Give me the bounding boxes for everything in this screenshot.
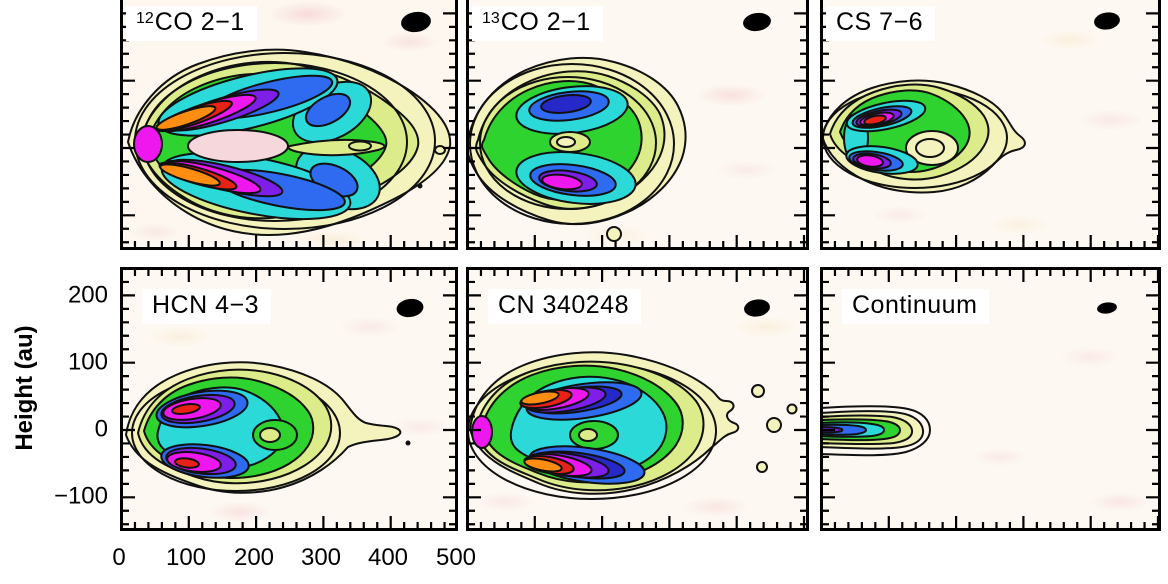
panel-label-text: Continuum [852, 291, 978, 319]
panel-hcn-4-3: HCN 4−3 [120, 267, 458, 531]
panel-label: Continuum [842, 289, 990, 324]
panel-label-text: CN 340248 [498, 291, 629, 319]
beam-icon [743, 12, 771, 32]
y-tick-label: 100 [67, 348, 108, 376]
contour-map-continuum [820, 267, 1161, 531]
x-tick-label: 500 [435, 544, 477, 571]
panel-cn-340248: CN 340248 [466, 267, 809, 531]
panel-label: HCN 4−3 [142, 289, 272, 324]
x-tick-label: 400 [367, 544, 409, 571]
beam-icon [396, 298, 424, 318]
panel-label: 13CO 2−1 [472, 6, 603, 41]
panel-label-superscript: 13 [482, 10, 500, 27]
panel-label: 12CO 2−1 [126, 6, 257, 41]
panel-continuum: Continuum [820, 267, 1161, 531]
panel-label-superscript: 12 [136, 10, 154, 27]
panel-12co-2-1: 12CO 2−1 [120, 0, 458, 250]
beam-icon [744, 299, 770, 317]
panel-label-text: CO 2−1 [500, 8, 591, 36]
contour-map-hcn [120, 267, 458, 531]
y-tick-label: 0 [94, 415, 108, 443]
panel-label-text: CO 2−1 [154, 8, 245, 36]
beam-icon [1097, 302, 1117, 314]
contour-map-12co [120, 0, 458, 250]
panel-13co-2-1: 13CO 2−1 [466, 0, 809, 250]
panel-label-text: HCN 4−3 [152, 291, 260, 319]
x-tick-label: 200 [233, 544, 275, 571]
y-tick-label: 200 [67, 281, 108, 309]
beam-icon [401, 11, 431, 33]
y-axis-tick-labels: 200 100 0 −100 [0, 267, 113, 531]
beam-icon [1094, 12, 1120, 30]
x-axis-tick-labels: 0 100 200 300 400 500 [112, 544, 476, 578]
contour-map-cs [820, 0, 1161, 250]
contour-map-cn [466, 267, 809, 531]
x-tick-label: 300 [300, 544, 342, 571]
y-tick-label: −100 [53, 482, 108, 510]
panel-label: CS 7−6 [826, 6, 936, 41]
panel-cs-7-6: CS 7−6 [820, 0, 1161, 250]
panel-label-text: CS 7−6 [836, 8, 924, 36]
x-tick-label: 100 [165, 544, 207, 571]
x-tick-label: 0 [112, 544, 126, 571]
panel-label: CN 340248 [488, 289, 641, 324]
contour-map-13co [466, 0, 809, 250]
